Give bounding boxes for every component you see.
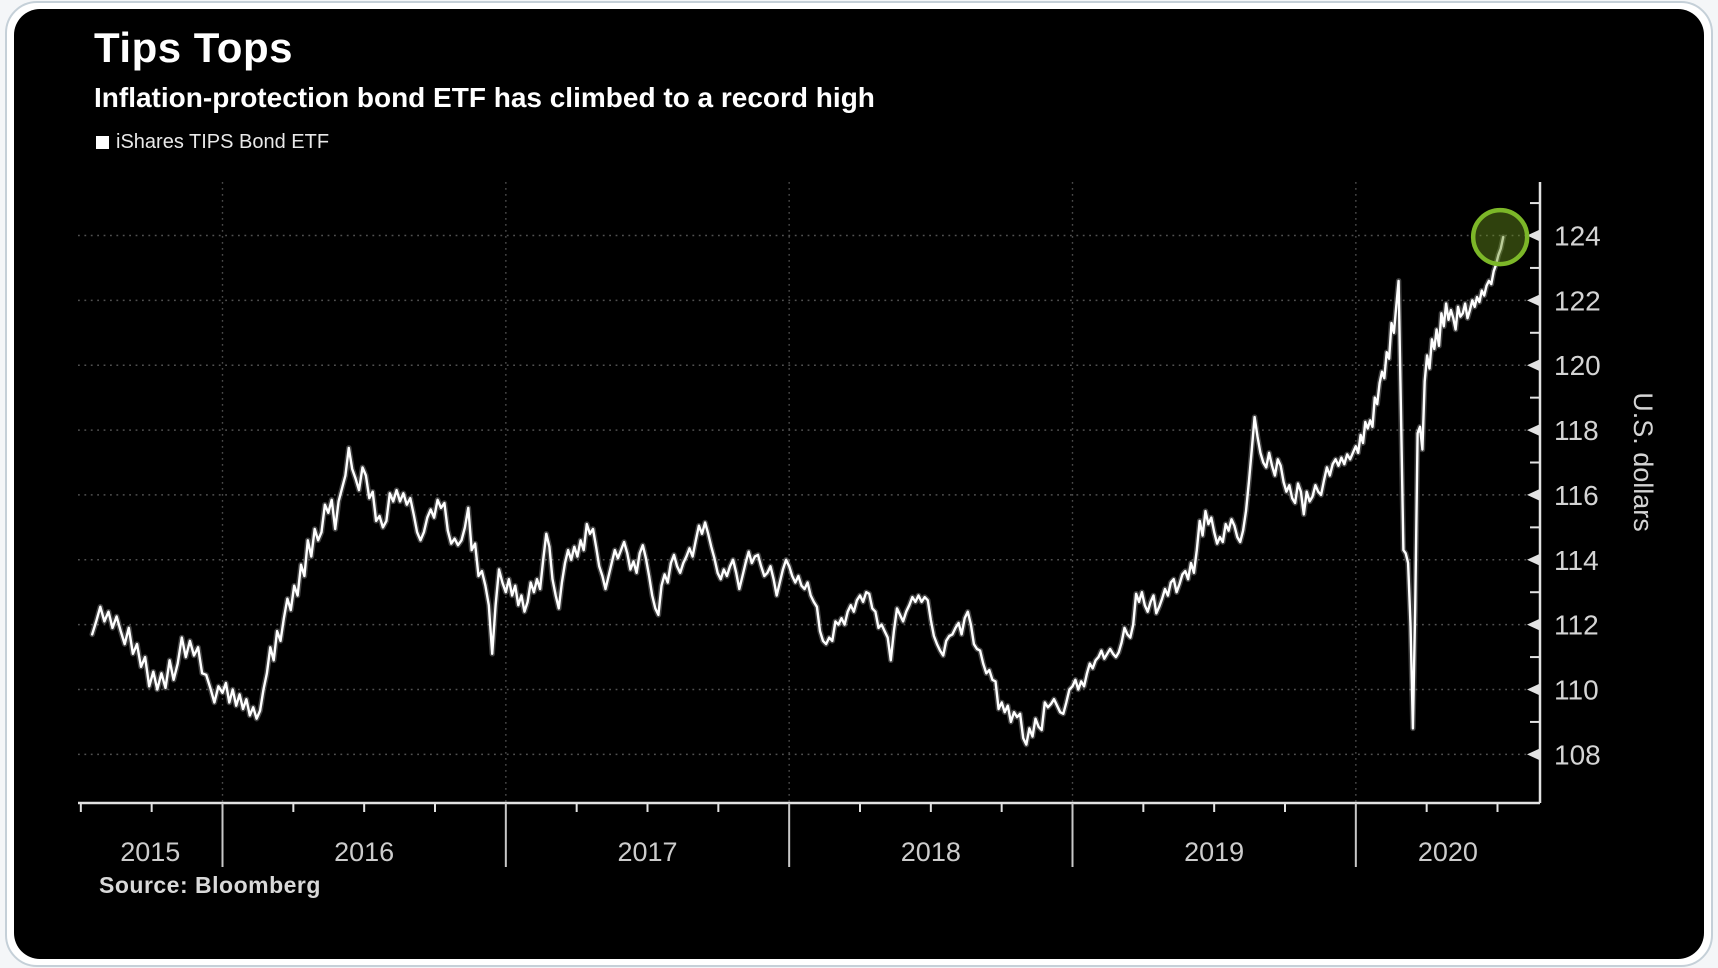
page-title: Tips Tops bbox=[94, 24, 293, 71]
legend: iShares TIPS Bond ETF bbox=[96, 131, 329, 154]
year-label: 2016 bbox=[334, 837, 394, 867]
y-tick-major bbox=[1527, 424, 1540, 437]
y-tick-label: 114 bbox=[1554, 545, 1599, 576]
y-tick-major bbox=[1527, 359, 1540, 372]
y-tick-label: 112 bbox=[1554, 610, 1599, 641]
year-label: 2020 bbox=[1418, 837, 1478, 867]
y-tick-label: 122 bbox=[1554, 285, 1601, 316]
chart-panel bbox=[14, 9, 1704, 959]
year-label: 2018 bbox=[901, 837, 961, 867]
y-tick-major bbox=[1527, 553, 1540, 566]
legend-square-icon bbox=[96, 136, 109, 149]
y-tick-major bbox=[1527, 294, 1540, 307]
y-tick-label: 120 bbox=[1554, 350, 1601, 381]
legend-label: iShares TIPS Bond ETF bbox=[116, 131, 330, 153]
y-tick-major bbox=[1527, 488, 1540, 501]
price-line bbox=[90, 235, 1505, 746]
y-tick-major bbox=[1527, 229, 1540, 242]
y-tick-major bbox=[1527, 618, 1540, 631]
y-tick-major bbox=[1527, 748, 1540, 761]
year-label: 2015 bbox=[120, 837, 180, 867]
y-tick-label: 118 bbox=[1554, 415, 1599, 446]
y-tick-major bbox=[1527, 683, 1540, 696]
y-tick-label: 110 bbox=[1554, 675, 1599, 706]
year-label: 2017 bbox=[617, 837, 677, 867]
y-tick-label: 116 bbox=[1554, 480, 1599, 511]
chart-subtitle: Inflation-protection bond ETF has climbe… bbox=[94, 82, 875, 113]
year-label: 2019 bbox=[1184, 837, 1244, 867]
y-tick-label: 108 bbox=[1554, 739, 1601, 770]
source-credit: Source: Bloomberg bbox=[99, 872, 321, 898]
record-high-circle bbox=[1470, 207, 1530, 267]
y-tick-label: 124 bbox=[1554, 221, 1601, 252]
y-axis-title: U.S. dollars bbox=[1628, 392, 1658, 532]
